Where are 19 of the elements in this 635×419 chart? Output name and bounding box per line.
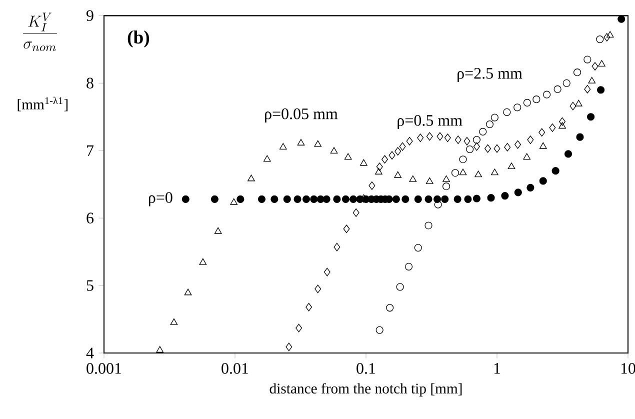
y-tick-label: 4 bbox=[86, 348, 94, 358]
x-tick-label: 10 bbox=[621, 363, 635, 374]
y-tick-label: 7 bbox=[87, 145, 94, 156]
x-tick-label: 0.1 bbox=[356, 363, 376, 374]
series-label: ρ=2.5 mm bbox=[458, 68, 522, 82]
y-tick-label: 6 bbox=[86, 212, 94, 224]
x-tick-label: 0.01 bbox=[222, 363, 248, 374]
x-axis-title: distance from the notch tip [mm] bbox=[270, 383, 462, 397]
y-tick-label: 8 bbox=[86, 78, 94, 89]
series-label: ρ=0.05 mm bbox=[265, 108, 338, 122]
annotation: (b) bbox=[128, 30, 150, 48]
text: [mm$^{1-λ1}$] bbox=[18, 96, 68, 112]
y-tick-label: 9 bbox=[86, 10, 94, 22]
series-label: ρ=0 bbox=[148, 192, 172, 206]
x-tick-label: 1 bbox=[494, 363, 500, 374]
y-tick-label: 5 bbox=[86, 280, 94, 291]
x-tick-label: 0.001 bbox=[86, 363, 122, 374]
series-label: ρ=0.5 mm bbox=[398, 115, 462, 130]
y-axis-title: $\frac{K^{V}_{I}}{\sigma_{nom}}$ bbox=[23, 12, 57, 52]
